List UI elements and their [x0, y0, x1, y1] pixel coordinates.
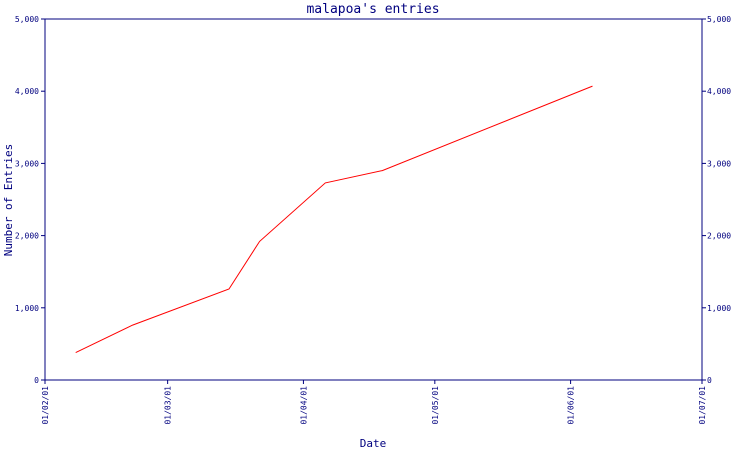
- y-tick-label-left: 0: [34, 376, 39, 385]
- series-layer: [75, 85, 593, 354]
- y-tick-label-right: 5,000: [707, 15, 731, 24]
- x-tick-label: 01/07/01: [698, 386, 707, 425]
- y-tick-label-left: 1,000: [15, 304, 39, 313]
- series-line: [75, 85, 593, 354]
- y-tick-label-right: 0: [707, 376, 712, 385]
- chart-title: malapoa's entries: [306, 2, 439, 17]
- y-axis-label: Number of Entries: [2, 144, 15, 257]
- ticks-layer: 0 0 1,000 1,000 2,000 2,000 3,000 3,000 4,000 4,0…: [15, 15, 731, 425]
- y-tick-label-right: 1,000: [707, 304, 731, 313]
- x-axis-label: Date: [360, 437, 387, 450]
- x-tick-label: 01/06/01: [567, 386, 576, 425]
- y-tick-label-right: 4,000: [707, 87, 731, 96]
- y-tick-label-right: 2,000: [707, 232, 731, 241]
- y-tick-label-left: 3,000: [15, 159, 39, 168]
- x-tick-label: 01/04/01: [299, 386, 308, 425]
- x-tick-label: 01/02/01: [41, 386, 50, 425]
- y-tick-label-left: 4,000: [15, 87, 39, 96]
- plot-frame: [44, 18, 703, 381]
- y-tick-label-left: 5,000: [15, 15, 39, 24]
- x-tick-label: 01/03/01: [164, 386, 173, 425]
- x-tick-label: 01/05/01: [431, 386, 440, 425]
- y-tick-label-left: 2,000: [15, 232, 39, 241]
- y-tick-label-right: 3,000: [707, 159, 731, 168]
